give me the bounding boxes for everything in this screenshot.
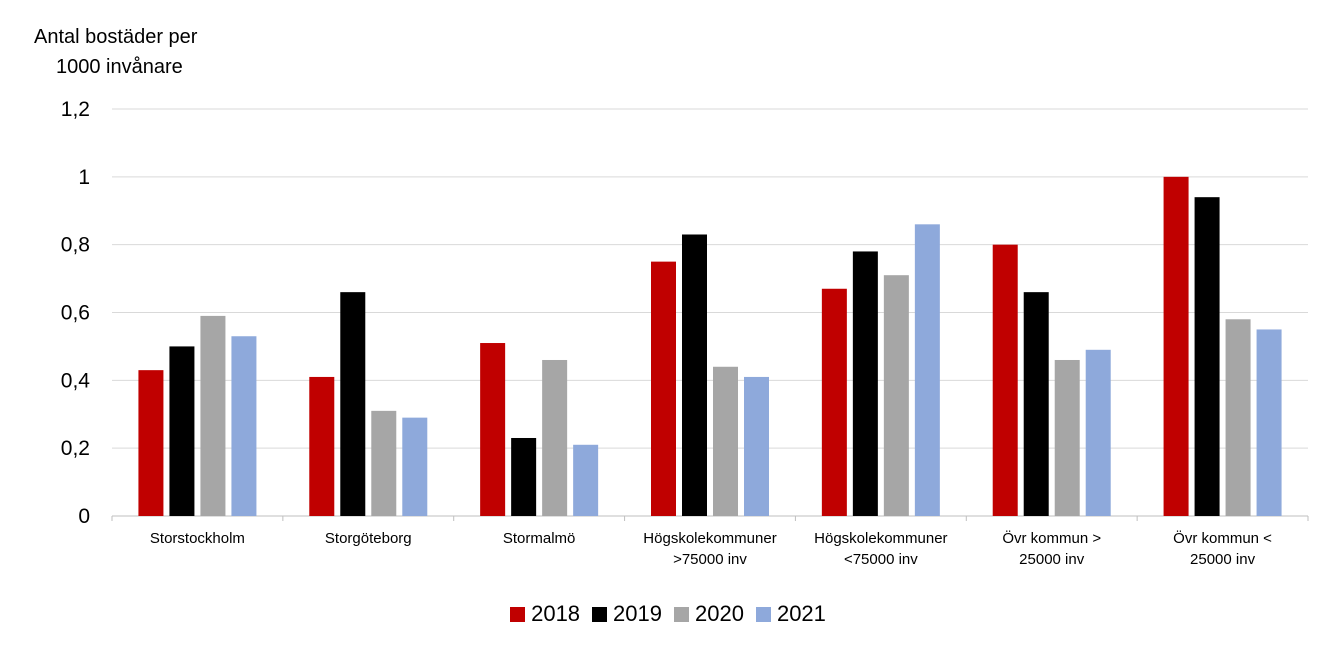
legend-swatch [674, 606, 689, 622]
x-tick-label: 25000 inv [1190, 551, 1256, 568]
bar-2019 [169, 346, 195, 516]
x-tick-label: <75000 inv [844, 551, 918, 568]
legend-label: 2018 [531, 601, 581, 626]
bar-2020 [883, 275, 909, 516]
x-tick-label: Storgöteborg [325, 530, 412, 547]
legend-item-2018: 2018 [510, 600, 580, 628]
bar-2019 [1194, 197, 1220, 516]
bar-2020 [542, 359, 568, 516]
bar-2018 [138, 370, 164, 516]
bar-2021 [231, 336, 257, 516]
bar-2021 [1256, 329, 1282, 516]
bar-2020 [371, 410, 397, 516]
bar-2018 [651, 261, 676, 516]
bar-2019 [340, 292, 366, 516]
bar-2019 [682, 234, 707, 516]
bar-2021 [744, 376, 769, 516]
bar-2021 [573, 444, 599, 516]
legend-item-2020: 2020 [674, 600, 744, 628]
y-axis-title-line1: Antal bostäder per [34, 26, 198, 48]
bar-2018 [821, 288, 847, 516]
x-tick-label: Högskolekommuner [643, 530, 776, 547]
y-tick-label: 1,2 [61, 98, 90, 121]
legend-label: 2019 [613, 601, 662, 626]
bar-2018 [480, 343, 506, 516]
y-tick-label: 0 [78, 505, 90, 528]
bar-2020 [1054, 359, 1080, 516]
bar-2020 [713, 366, 738, 516]
bar-2019 [1023, 292, 1049, 516]
x-tick-label: 25000 inv [1019, 551, 1085, 568]
legend-item-2019: 2019 [592, 600, 662, 628]
bar-2021 [914, 224, 940, 517]
x-tick-label: >75000 inv [673, 551, 747, 568]
y-tick-label: 1 [78, 166, 90, 189]
y-tick-label: 0,2 [61, 437, 90, 460]
bar-2019 [852, 251, 878, 516]
legend-swatch [592, 606, 608, 622]
bar-2019 [511, 437, 537, 516]
bar-2018 [309, 376, 335, 516]
bar-2020 [1225, 319, 1251, 516]
legend-swatch [510, 606, 526, 622]
legend-swatch [755, 606, 771, 622]
bar-2020 [200, 315, 226, 516]
legend: 2018 2019 2020 2021 [0, 600, 1336, 629]
y-tick-label: 0,4 [61, 369, 91, 392]
x-tick-label: Storstockholm [150, 530, 245, 547]
legend-label: 2021 [776, 601, 826, 626]
y-axis-title-line2: 1000 invånare [56, 56, 183, 78]
bar-2021 [402, 417, 428, 516]
y-axis-title: Antal bostäder per 1000 invånare [34, 22, 197, 82]
legend-label: 2020 [695, 601, 744, 626]
x-tick-label: Övr kommun > [1002, 529, 1101, 547]
y-tick-label: 0,8 [61, 234, 90, 257]
bar-2018 [992, 244, 1018, 516]
x-tick-label: Stormalmö [503, 530, 576, 547]
y-tick-label: 0,6 [61, 302, 90, 325]
x-tick-label: Övr kommun < [1173, 529, 1272, 547]
x-tick-label: Högskolekommuner [814, 530, 947, 547]
legend-item-2021: 2021 [755, 600, 826, 628]
bar-2021 [1085, 349, 1111, 516]
bar-2018 [1163, 176, 1189, 517]
